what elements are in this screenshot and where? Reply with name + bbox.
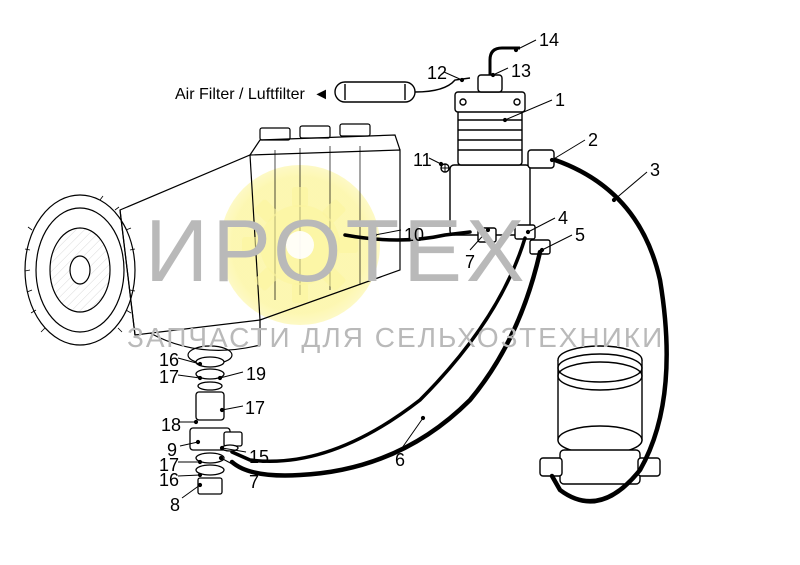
watermark-gear xyxy=(218,163,382,327)
hose-10 xyxy=(345,232,470,240)
technical-drawing xyxy=(0,0,800,565)
hose-6 xyxy=(232,252,540,475)
compressor xyxy=(441,48,554,254)
air-filter-tube xyxy=(335,78,470,102)
diagram-canvas: ИРОТЕХ ЗАПЧАСТИ ДЛЯ СЕЛЬХОЗТЕХНИКИ Air F… xyxy=(0,0,800,565)
